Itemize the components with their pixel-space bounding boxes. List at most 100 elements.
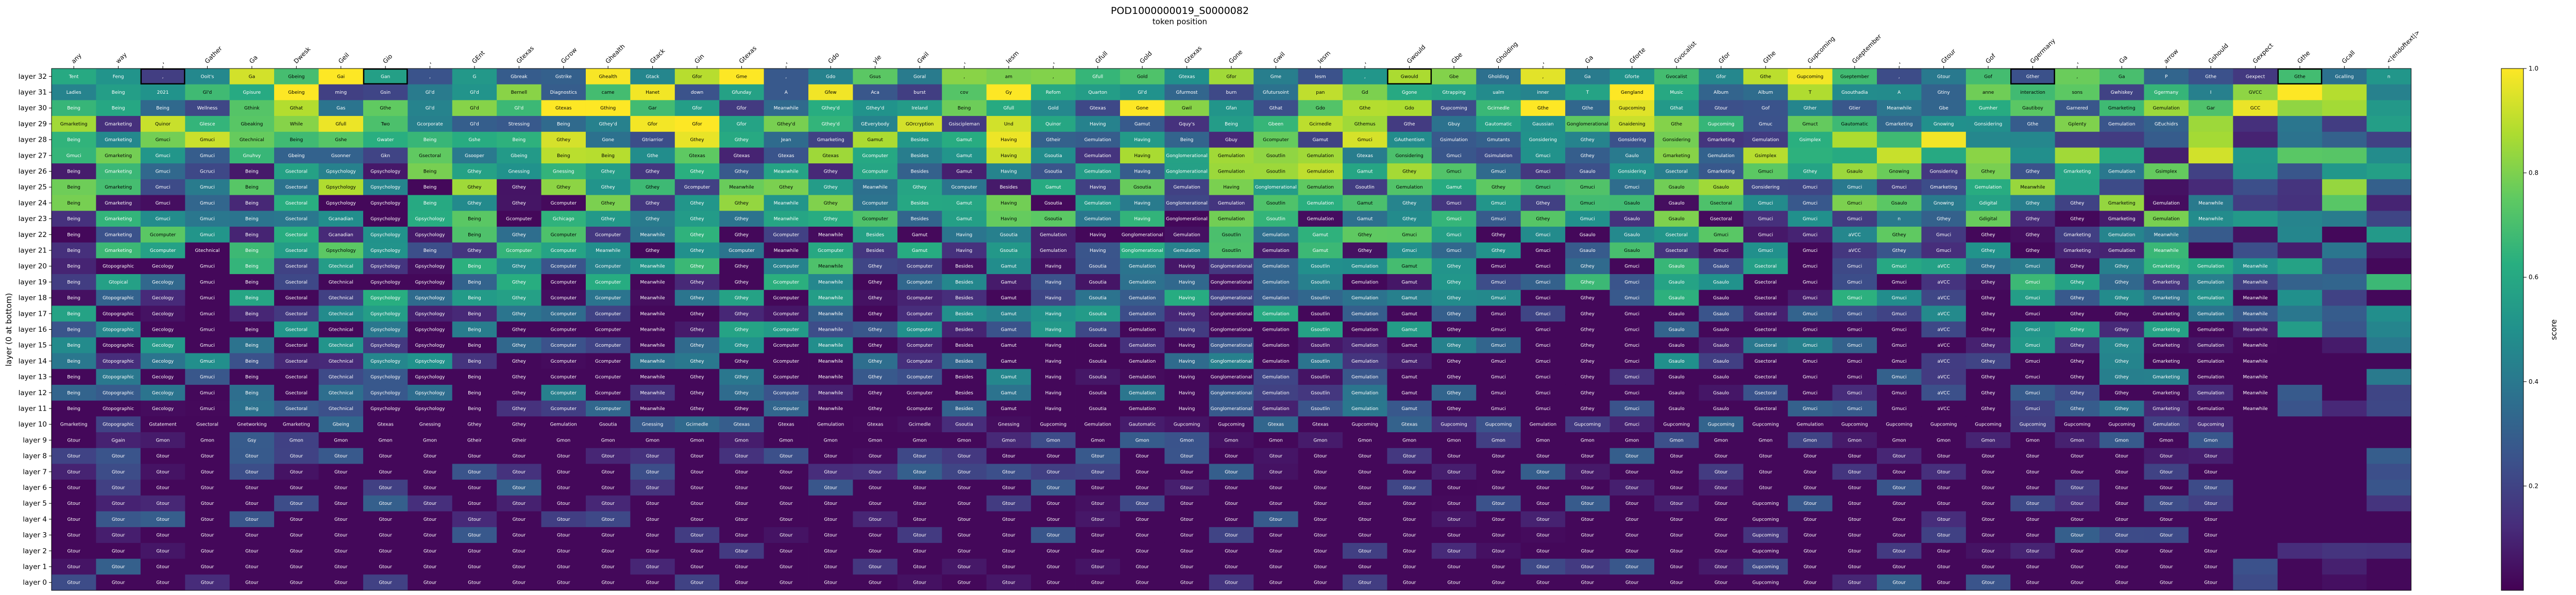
cell-label: GVCC [2249,90,2262,95]
cell-label: Gamut [1401,359,1417,364]
cell-label: Meanwhile [596,248,621,253]
heatmap-cell [2366,384,2412,401]
colorbar-tick-label: 0.6 [2529,274,2538,281]
cell-label: Gtour [379,565,392,570]
cell-label: Gtour [869,454,882,459]
cell-label: Gmuci [2025,406,2040,412]
cell-label: Gupcoming [1752,422,1779,428]
cell-label: aVCC [1938,406,1950,412]
cell-label: Gmuci [1447,201,1462,206]
cell-label: Gthey [1447,328,1462,333]
heatmap-cell [1209,116,1254,132]
cell-label: Gmarketing [2063,248,2091,253]
y-tick-label: layer 17 [19,310,47,318]
cell-label: Gtier [1849,106,1861,111]
heatmap-cell [2099,100,2144,116]
cell-label: Gfutursoint [1263,90,1289,95]
heatmap-cell [630,179,675,195]
cell-label: Gtour [379,485,392,490]
heatmap-cell [318,116,364,132]
cell-label: Gtour [1981,470,1995,475]
heatmap-cell [2055,163,2100,180]
cell-label: Gbeing [333,422,349,428]
cell-label: Being [423,169,437,175]
cell-label: Gupcoming [1485,422,1512,428]
cell-label: Gmuci [1535,169,1550,175]
heatmap-cell [986,116,1031,132]
heatmap-cell [2099,195,2144,211]
heatmap-cell [1209,211,1254,227]
cell-label: Gpsychology [370,280,401,285]
cell-label: Being [290,138,303,143]
x-tick-label: Ga [2118,54,2129,65]
heatmap-cell [1343,131,1387,148]
cell-label: Gtour [2115,517,2129,522]
heatmap-cell [808,163,853,180]
cell-label: Gtour [379,517,392,522]
heatmap-cell [853,163,898,180]
heatmap-cell [1520,147,1566,164]
heatmap-cell [1431,147,1477,164]
heatmap-cell [2010,179,2056,195]
cell-label: Gpsychology [370,185,401,190]
heatmap-cell [2010,211,2056,227]
cell-label: Gcomputer [595,390,621,396]
heatmap-cell [1431,84,1477,100]
heatmap-cell [942,84,987,100]
heatmap-cell [2322,211,2367,227]
cell-label: Gemulation [2197,375,2224,380]
cell-label: Goral [913,74,926,79]
cell-label: Gtour [1359,549,1372,554]
heatmap-cell [585,84,631,100]
cell-label: Gtour [1047,517,1060,522]
cell-label: Gof [1761,106,1770,111]
cell-label: Gtour [1359,485,1372,490]
heatmap-cell [1031,131,1076,148]
cell-label: Gmarketing [2153,390,2180,396]
cell-label: Gmuci [1491,375,1506,380]
heatmap-cell [1832,100,1877,116]
cell-label: Gtour [201,549,214,554]
cell-label: Gemulation [1307,217,1334,222]
heatmap-cell [96,147,141,164]
heatmap-cell [1387,179,1432,195]
cell-label: Gtour [1002,470,1015,475]
heatmap-cell [2010,116,2056,132]
heatmap-cell [2099,69,2144,85]
cell-label: Gmuci [200,296,215,301]
cell-label: Gcomputer [773,264,800,269]
heatmap-cell [2366,195,2412,211]
cell-label: Being [67,343,80,348]
cell-label: Gmuci [1535,328,1550,333]
cell-label: Meanwhile [2243,328,2268,333]
cell-label: Gupcoming [2064,422,2091,428]
cell-label: Gtour [2160,485,2173,490]
cell-label: Gtour [958,565,971,570]
heatmap-cell [2366,147,2412,164]
heatmap-cell [986,179,1031,195]
cell-label: Gamut [1401,280,1417,285]
heatmap-cell [1164,226,1210,243]
cell-label: Glesce [199,122,215,127]
cell-label: Gemulation [1351,406,1378,412]
cell-label: Gtour [1625,533,1639,538]
cell-label: Gemulation [817,422,844,428]
cell-label: Gtour [735,549,749,554]
heatmap-cell [1075,84,1121,100]
cell-label: Ggain [111,438,125,443]
cell-label: Gl'd [470,122,479,127]
cell-label: Gtour [1314,549,1327,554]
heatmap-cell [2277,384,2323,401]
heatmap-cell [1253,69,1299,85]
cell-label: Gai [337,74,345,79]
cell-label: Two [381,122,390,127]
heatmap-cell [630,84,675,100]
cell-label: Gthat [290,106,303,111]
cell-label: Gnessing [419,422,441,428]
heatmap-cell [2055,84,2100,100]
cell-label: Gtour [1893,485,1906,490]
heatmap-cell [229,195,275,211]
cell-label: Gsoutlin [1222,232,1241,237]
heatmap-cell [2233,495,2278,512]
heatmap-cell [2322,384,2367,401]
